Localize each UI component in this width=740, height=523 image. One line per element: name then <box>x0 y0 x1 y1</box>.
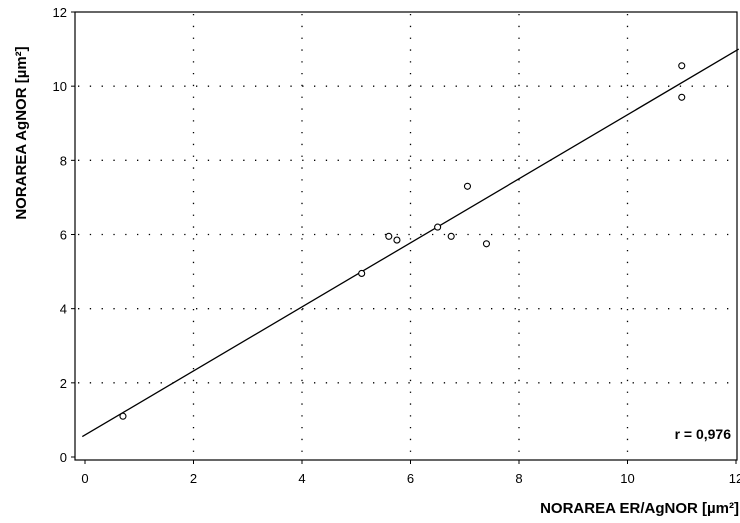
y-tick-label: 6 <box>60 228 67 243</box>
y-tick-label: 2 <box>60 376 67 391</box>
data-points <box>119 62 686 420</box>
x-tick-label: 8 <box>515 471 522 486</box>
data-point <box>393 236 401 244</box>
x-tick-label: 6 <box>407 471 414 486</box>
plot-frame <box>74 11 738 461</box>
regression-line <box>81 48 740 438</box>
y-tick-label: 0 <box>60 450 67 465</box>
x-tick-label: 10 <box>620 471 634 486</box>
x-tick-label: 2 <box>190 471 197 486</box>
y-tick-labels: 0 2 4 6 8 10 12 <box>53 5 67 465</box>
x-tick-label: 12 <box>729 471 740 486</box>
y-tick-label: 12 <box>53 5 67 20</box>
data-point <box>463 182 472 190</box>
data-point <box>385 232 393 240</box>
data-point <box>119 412 127 420</box>
data-point <box>434 223 442 231</box>
correlation-annotation: r = 0,976 <box>675 426 732 442</box>
x-tick-label: 0 <box>81 471 88 486</box>
data-point <box>678 62 686 70</box>
y-tick-label: 8 <box>60 153 67 168</box>
x-tick-label: 4 <box>298 471 305 486</box>
data-point <box>678 93 686 101</box>
x-axis-title: NORAREA ER/AgNOR [µm²] <box>540 500 739 517</box>
data-point <box>482 240 491 248</box>
y-tick-label: 10 <box>53 79 67 94</box>
y-axis-title: NORAREA AgNOR [µm²] <box>13 46 30 219</box>
data-point <box>447 232 455 240</box>
x-tick-labels: 0 2 4 6 8 10 12 <box>81 471 740 486</box>
grid-lines <box>78 14 735 458</box>
data-point <box>358 269 366 277</box>
tick-marks <box>71 11 737 464</box>
y-tick-label: 4 <box>60 302 67 317</box>
